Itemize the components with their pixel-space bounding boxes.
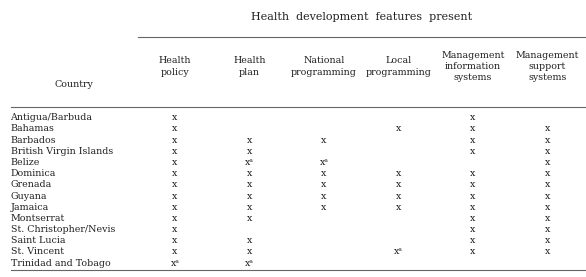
Text: x: x	[471, 225, 476, 234]
Text: x: x	[471, 214, 476, 223]
Text: xᵃ: xᵃ	[245, 158, 254, 167]
Text: x: x	[471, 191, 476, 201]
Text: x: x	[545, 124, 550, 134]
Text: xᵃ: xᵃ	[394, 247, 403, 257]
Text: Health  development  features  present: Health development features present	[251, 12, 472, 22]
Text: x: x	[545, 236, 550, 245]
Text: x: x	[247, 214, 252, 223]
Text: x: x	[545, 158, 550, 167]
Text: x: x	[172, 158, 178, 167]
Text: x: x	[247, 136, 252, 145]
Text: x: x	[545, 169, 550, 178]
Text: x: x	[471, 203, 476, 212]
Text: x: x	[247, 169, 252, 178]
Text: x: x	[471, 236, 476, 245]
Text: x: x	[545, 191, 550, 201]
Text: x: x	[545, 214, 550, 223]
Text: x: x	[545, 147, 550, 156]
Text: St. Christopher/Nevis: St. Christopher/Nevis	[11, 225, 115, 234]
Text: x: x	[172, 180, 178, 189]
Text: x: x	[172, 225, 178, 234]
Text: Guyana: Guyana	[11, 191, 47, 201]
Text: x: x	[545, 225, 550, 234]
Text: x: x	[247, 191, 252, 201]
Text: Management
information
systems: Management information systems	[441, 51, 505, 82]
Text: x: x	[172, 191, 178, 201]
Text: x: x	[172, 236, 178, 245]
Text: British Virgin Islands: British Virgin Islands	[11, 147, 113, 156]
Text: x: x	[321, 203, 327, 212]
Text: National
programming: National programming	[291, 57, 357, 76]
Text: x: x	[172, 169, 178, 178]
Text: x: x	[471, 247, 476, 257]
Text: x: x	[396, 124, 401, 134]
Text: x: x	[172, 247, 178, 257]
Text: x: x	[321, 191, 327, 201]
Text: x: x	[321, 136, 327, 145]
Text: Management
support
systems: Management support systems	[516, 51, 579, 82]
Text: xᵃ: xᵃ	[171, 259, 179, 268]
Text: x: x	[471, 124, 476, 134]
Text: xᵃ: xᵃ	[245, 259, 254, 268]
Text: Dominica: Dominica	[11, 169, 56, 178]
Text: x: x	[247, 236, 252, 245]
Text: x: x	[172, 203, 178, 212]
Text: x: x	[396, 169, 401, 178]
Text: x: x	[321, 180, 327, 189]
Text: Antigua/Barbuda: Antigua/Barbuda	[11, 113, 93, 122]
Text: x: x	[396, 180, 401, 189]
Text: x: x	[172, 147, 178, 156]
Text: Health
policy: Health policy	[159, 57, 191, 76]
Text: Trinidad and Tobago: Trinidad and Tobago	[11, 259, 110, 268]
Text: x: x	[247, 203, 252, 212]
Text: Montserrat: Montserrat	[11, 214, 65, 223]
Text: Local
programming: Local programming	[366, 57, 431, 76]
Text: Barbados: Barbados	[11, 136, 56, 145]
Text: x: x	[172, 214, 178, 223]
Text: Belize: Belize	[11, 158, 40, 167]
Text: x: x	[545, 247, 550, 257]
Text: x: x	[471, 180, 476, 189]
Text: Grenada: Grenada	[11, 180, 52, 189]
Text: Jamaica: Jamaica	[11, 203, 49, 212]
Text: x: x	[172, 113, 178, 122]
Text: x: x	[247, 247, 252, 257]
Text: x: x	[172, 124, 178, 134]
Text: x: x	[396, 203, 401, 212]
Text: x: x	[396, 191, 401, 201]
Text: xᵃ: xᵃ	[319, 158, 329, 167]
Text: x: x	[471, 113, 476, 122]
Text: Saint Lucia: Saint Lucia	[11, 236, 65, 245]
Text: x: x	[471, 147, 476, 156]
Text: x: x	[471, 169, 476, 178]
Text: x: x	[471, 136, 476, 145]
Text: Health
plan: Health plan	[233, 57, 265, 76]
Text: x: x	[247, 147, 252, 156]
Text: x: x	[545, 180, 550, 189]
Text: St. Vincent: St. Vincent	[11, 247, 63, 257]
Text: x: x	[545, 203, 550, 212]
Text: x: x	[172, 136, 178, 145]
Text: x: x	[247, 180, 252, 189]
Text: x: x	[321, 169, 327, 178]
Text: Country: Country	[54, 80, 94, 89]
Text: x: x	[545, 136, 550, 145]
Text: Bahamas: Bahamas	[11, 124, 54, 134]
